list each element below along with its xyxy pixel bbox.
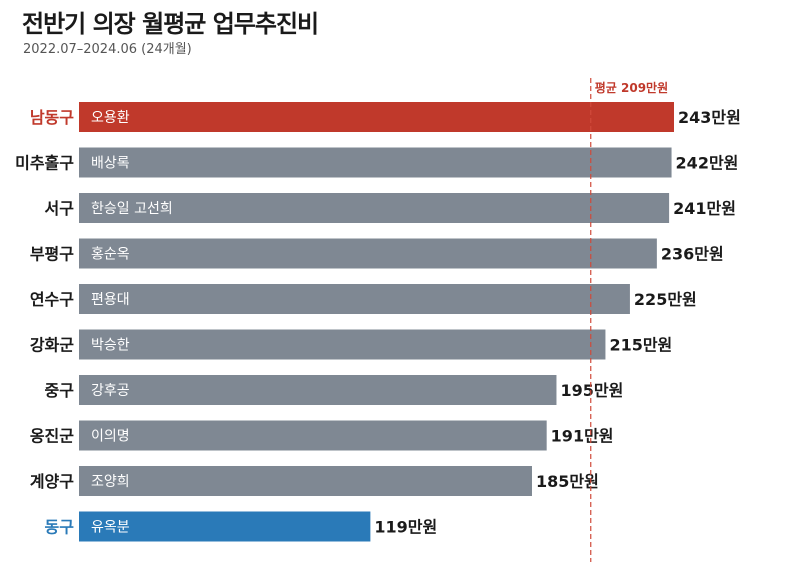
chart-subtitle: 2022.07–2024.06 (24개월)	[23, 42, 192, 57]
data-label: 191만원	[551, 427, 614, 446]
category-label: 동구	[45, 518, 75, 537]
bar	[79, 284, 630, 314]
bar-name-label: 박승한	[91, 338, 130, 354]
category-label: 연수구	[30, 290, 74, 309]
bar-name-label: 편용대	[91, 292, 130, 308]
average-label: 평균 209만원	[595, 80, 668, 95]
data-label: 195만원	[560, 381, 623, 400]
category-label: 옹진군	[30, 427, 74, 446]
data-label: 225만원	[634, 290, 697, 309]
category-label: 부평구	[30, 245, 74, 264]
category-label: 계양구	[30, 472, 74, 491]
bar	[79, 420, 547, 451]
bar-name-label: 오용환	[91, 110, 130, 126]
bar	[79, 147, 672, 178]
data-label: 215만원	[609, 336, 672, 355]
bar	[79, 511, 371, 542]
bar	[79, 102, 674, 132]
category-label: 미추홀구	[15, 154, 74, 173]
bar	[79, 238, 657, 269]
chart-title: 전반기 의장 월평균 업무추진비	[22, 10, 319, 38]
category-label: 중구	[45, 381, 75, 400]
category-label: 남동구	[30, 108, 74, 127]
data-label: 185만원	[536, 472, 599, 491]
bar	[79, 375, 557, 405]
bar-name-label: 유옥분	[91, 520, 130, 536]
bar-name-label: 배상록	[91, 156, 130, 172]
bar	[79, 193, 670, 223]
category-label: 서구	[45, 199, 75, 218]
bar-name-label: 강후공	[91, 383, 130, 399]
bar	[79, 466, 532, 496]
data-label: 236만원	[661, 245, 724, 264]
bar-name-label: 이의명	[91, 429, 130, 445]
bar-name-label: 조양희	[91, 474, 130, 490]
bar-name-label: 홍순옥	[91, 247, 130, 263]
data-label: 119만원	[374, 518, 437, 537]
bar-name-label: 한승일 고선희	[91, 201, 173, 217]
data-label: 242만원	[676, 154, 739, 173]
category-label: 강화군	[30, 336, 74, 355]
bar	[79, 329, 606, 360]
data-label: 243만원	[678, 108, 741, 127]
data-label: 241만원	[673, 199, 736, 218]
